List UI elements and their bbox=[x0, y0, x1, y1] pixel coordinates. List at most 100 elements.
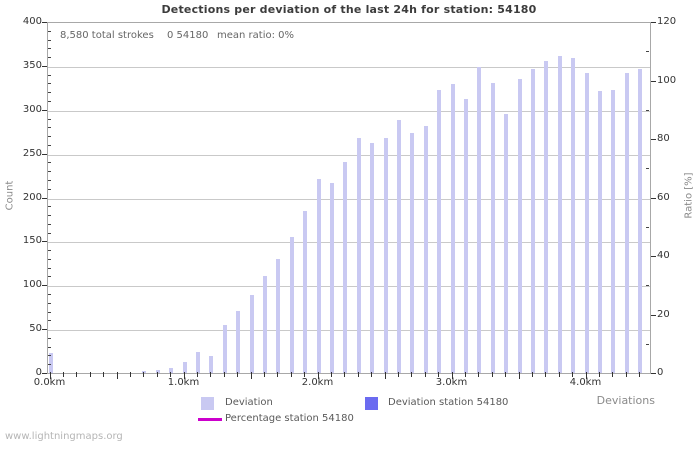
y-left-minor-tick bbox=[48, 100, 51, 102]
y-left-minor-tick bbox=[48, 267, 51, 269]
y-left-tick-label: 100 bbox=[22, 279, 42, 291]
y-left-minor-tick bbox=[48, 320, 51, 322]
y-right-tick-label: 120 bbox=[657, 16, 677, 27]
x-tick-label: 3.0km bbox=[435, 377, 468, 388]
y-left-major-tick bbox=[42, 285, 47, 287]
y-right-major-tick bbox=[651, 22, 656, 23]
bar-deviation bbox=[236, 310, 241, 373]
bar-deviation bbox=[343, 162, 348, 373]
y-right-tick-label: 40 bbox=[657, 250, 670, 261]
y-left-minor-tick bbox=[48, 144, 51, 146]
x-minor-tick bbox=[330, 372, 332, 377]
y-left-tick-label: 200 bbox=[22, 191, 42, 203]
y-axis-title-right: Ratio [%] bbox=[683, 172, 695, 219]
x-minor-tick bbox=[598, 372, 600, 377]
total-strokes-text: 8,580 total strokes bbox=[60, 30, 154, 41]
mean-ratio-text: mean ratio: 0% bbox=[217, 30, 295, 41]
x-minor-tick bbox=[129, 372, 131, 377]
gridline bbox=[48, 330, 650, 332]
legend-label-percentage: Percentage station 54180 bbox=[225, 413, 354, 424]
bar-deviation bbox=[356, 137, 361, 373]
y-right-tick-label: 100 bbox=[657, 74, 677, 86]
x-major-tick bbox=[116, 372, 118, 379]
x-minor-tick bbox=[170, 372, 172, 377]
x-major-tick bbox=[183, 372, 185, 379]
bar-deviation bbox=[463, 99, 468, 373]
legend-swatch-percentage-line bbox=[198, 418, 222, 421]
y-axis-title-left: Count bbox=[4, 180, 16, 211]
x-minor-tick bbox=[210, 372, 212, 377]
x-minor-tick bbox=[545, 372, 547, 377]
x-major-tick bbox=[317, 372, 319, 379]
site-watermark: www.lightningmaps.org bbox=[5, 431, 123, 442]
x-major-tick bbox=[518, 372, 520, 379]
bar-deviation bbox=[423, 125, 428, 373]
y-left-major-tick bbox=[42, 241, 47, 243]
x-minor-tick bbox=[639, 372, 641, 377]
x-tick-label: 4.0km bbox=[569, 377, 602, 388]
x-minor-tick bbox=[478, 372, 480, 377]
y-right-minor-tick bbox=[646, 168, 649, 170]
bar-deviation bbox=[182, 362, 187, 373]
y-left-minor-tick bbox=[48, 127, 51, 129]
y-left-minor-tick bbox=[48, 136, 51, 138]
x-minor-tick bbox=[89, 372, 91, 377]
y-right-major-tick bbox=[651, 80, 656, 82]
y-left-minor-tick bbox=[48, 57, 51, 59]
y-left-minor-tick bbox=[48, 179, 51, 181]
bar-deviation bbox=[557, 56, 562, 373]
bar-deviation bbox=[544, 60, 549, 373]
y-right-tick-label: 0 bbox=[657, 367, 664, 378]
y-left-tick-label: 50 bbox=[29, 323, 42, 335]
x-minor-tick bbox=[505, 372, 507, 377]
bar-deviation bbox=[450, 84, 455, 373]
y-left-minor-tick bbox=[48, 48, 51, 50]
legend-swatch-deviation-station bbox=[365, 397, 378, 410]
y-right-major-tick bbox=[651, 197, 656, 199]
x-tick-label: 0.0km bbox=[33, 377, 66, 388]
x-minor-tick bbox=[304, 372, 306, 377]
x-minor-tick bbox=[438, 372, 440, 377]
x-tick-label: 2.0km bbox=[301, 377, 334, 388]
gridline bbox=[48, 66, 650, 68]
y-right-minor-tick bbox=[646, 51, 649, 53]
bar-deviation bbox=[611, 89, 616, 373]
x-minor-tick bbox=[76, 372, 78, 377]
y-left-minor-tick bbox=[48, 30, 51, 32]
y-right-major-tick bbox=[651, 256, 656, 257]
bar-deviation bbox=[490, 83, 495, 373]
bar-deviation bbox=[209, 356, 214, 373]
bar-deviation bbox=[597, 91, 602, 373]
y-left-minor-tick bbox=[48, 294, 51, 296]
bar-deviation bbox=[329, 183, 334, 373]
x-minor-tick bbox=[344, 372, 346, 377]
y-left-minor-tick bbox=[48, 232, 51, 234]
x-minor-tick bbox=[397, 372, 399, 377]
x-major-tick bbox=[384, 372, 386, 379]
x-minor-tick bbox=[612, 372, 614, 377]
x-major-tick bbox=[49, 372, 51, 379]
x-minor-tick bbox=[357, 372, 359, 377]
y-left-minor-tick bbox=[48, 74, 51, 76]
y-left-major-tick bbox=[42, 153, 47, 155]
bar-deviation bbox=[48, 352, 53, 373]
x-minor-tick bbox=[290, 372, 292, 377]
y-left-minor-tick bbox=[48, 364, 51, 366]
gridline bbox=[48, 154, 650, 156]
x-minor-tick bbox=[103, 372, 105, 377]
y-left-minor-tick bbox=[48, 83, 51, 85]
gridline bbox=[48, 286, 650, 288]
x-tick-label: 1.0km bbox=[167, 377, 200, 388]
y-left-minor-tick bbox=[48, 206, 51, 208]
x-major-tick bbox=[585, 372, 587, 379]
y-left-minor-tick bbox=[48, 346, 51, 348]
gridline bbox=[48, 242, 650, 244]
x-minor-tick bbox=[263, 372, 265, 377]
y-left-minor-tick bbox=[48, 118, 51, 120]
x-minor-tick bbox=[558, 372, 560, 377]
bar-deviation bbox=[396, 120, 401, 373]
y-right-major-tick bbox=[651, 139, 656, 140]
x-minor-tick bbox=[143, 372, 145, 377]
y-left-tick-label: 400 bbox=[22, 16, 42, 27]
legend-label-deviation: Deviation bbox=[225, 397, 273, 408]
